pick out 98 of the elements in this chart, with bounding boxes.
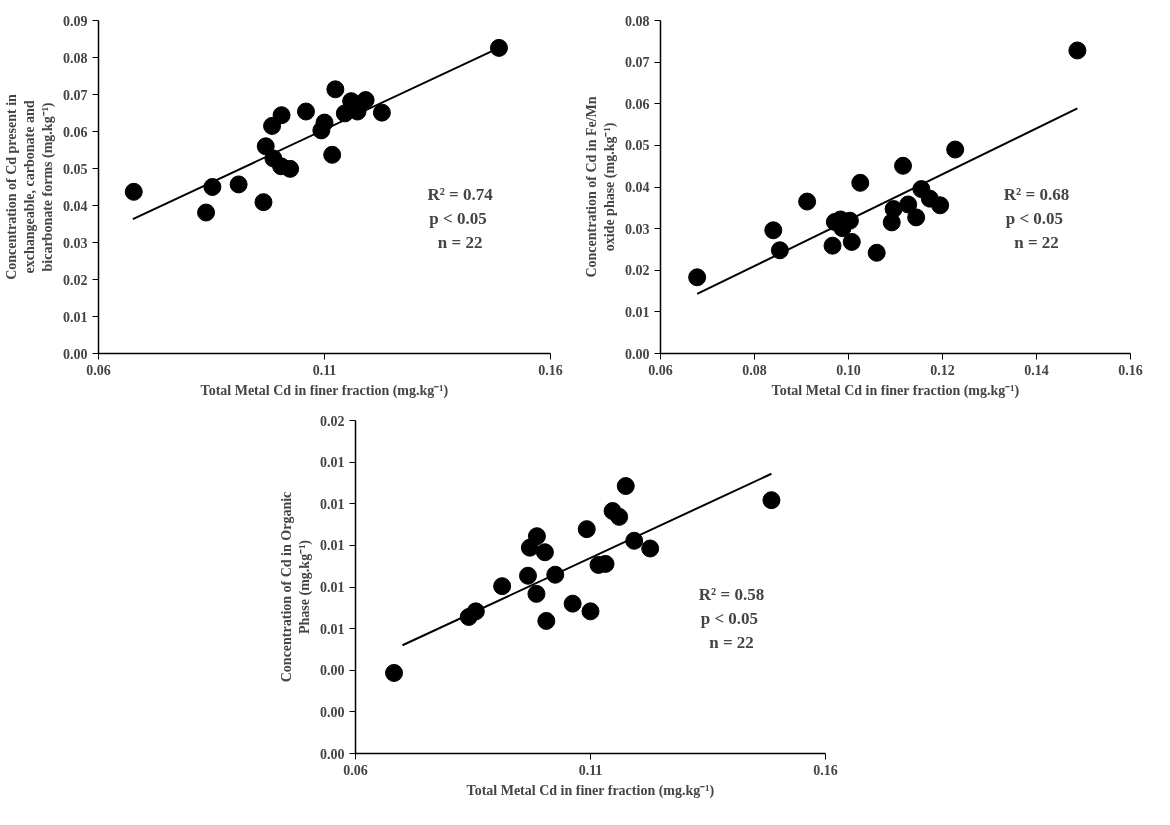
y-tick-label: 0.01 <box>320 455 345 471</box>
point <box>518 566 537 585</box>
point <box>356 91 375 110</box>
point <box>489 38 508 57</box>
y-tick-label: 0.04 <box>63 198 88 214</box>
annotation: p < 0.05 <box>429 208 487 228</box>
annotation: p < 0.05 <box>700 608 759 628</box>
point <box>385 663 404 682</box>
point <box>254 193 273 212</box>
point <box>281 159 300 178</box>
annotation: p < 0.05 <box>1005 208 1064 228</box>
point <box>581 602 600 621</box>
x-tick-label: 0.16 <box>813 762 838 778</box>
y-tick-label: 0.01 <box>320 538 345 554</box>
annotation: n = 22 <box>437 232 483 252</box>
point <box>527 527 546 546</box>
annotation: R² = 0.58 <box>698 584 765 604</box>
point <box>762 491 781 510</box>
point <box>688 268 707 287</box>
point <box>272 106 291 125</box>
point <box>1068 41 1087 60</box>
x-tick-label: 0.14 <box>1024 362 1049 378</box>
y-tick-label: 0.01 <box>320 496 345 512</box>
x-tick-label: 0.06 <box>648 362 673 378</box>
point <box>946 140 965 159</box>
y-tick-label: 0.02 <box>625 263 650 279</box>
y-tick-label: 0.05 <box>63 161 88 177</box>
x-axis-title: Total Metal Cd in finer fraction (mg.kg⁻¹) <box>200 382 449 399</box>
x-tick-label: 0.06 <box>343 762 368 778</box>
y-tick-label: 0.02 <box>63 272 88 288</box>
x-tick-label: 0.06 <box>86 362 111 378</box>
point <box>823 236 842 255</box>
y-tick-label: 0.04 <box>625 180 650 195</box>
y-tick-label: 0.09 <box>63 13 88 29</box>
point <box>535 543 554 562</box>
annotation: R² = 0.74 <box>427 184 494 204</box>
y-tick-label: 0.00 <box>625 346 650 362</box>
y-tick-label: 0.06 <box>63 124 88 140</box>
y-tick-label: 0.08 <box>625 13 650 29</box>
y-tick-label: 0.01 <box>63 309 88 325</box>
point <box>894 156 913 175</box>
y-tick-label: 0.01 <box>625 304 650 320</box>
y-tick-label: 0.05 <box>625 138 650 154</box>
x-axis-title: Total Metal Cd in finer fraction (mg.kg⁻¹) <box>466 782 715 799</box>
y-axis-title: Concentration of Cd present in exchangeable, carbonate and bicarbonate forms (mg.kg⁻¹) <box>4 93 56 280</box>
point <box>229 175 248 194</box>
point <box>296 102 315 121</box>
point <box>616 477 635 496</box>
y-axis-title: Concentration of Cd in Fe/Mn oxide phase (mg.kg⁻¹) <box>584 96 618 278</box>
point <box>326 80 345 99</box>
x-axis-title: Total Metal Cd in finer fraction (mg.kg⁻¹) <box>771 382 1020 399</box>
y-tick-label: 0.07 <box>63 87 88 103</box>
point <box>798 192 817 211</box>
point <box>851 173 870 192</box>
point <box>203 178 222 196</box>
point <box>842 232 861 251</box>
y-tick-label: 0.00 <box>320 704 345 720</box>
point <box>577 520 596 539</box>
y-tick-label: 0.02 <box>320 413 345 429</box>
y-tick-label: 0.00 <box>320 663 345 679</box>
point <box>931 196 950 215</box>
x-tick-label: 0.11 <box>578 762 603 778</box>
annotation: R² = 0.68 <box>1003 184 1070 204</box>
x-tick-label: 0.11 <box>312 362 337 378</box>
point <box>610 507 629 526</box>
point <box>641 539 660 558</box>
point <box>256 137 275 156</box>
x-tick-label: 0.08 <box>742 362 767 378</box>
annotation: n = 22 <box>1014 232 1059 252</box>
x-tick-label: 0.12 <box>930 362 955 378</box>
point <box>315 113 334 132</box>
point <box>124 182 143 201</box>
y-tick-label: 0.03 <box>63 235 88 251</box>
point <box>764 221 783 240</box>
y-tick-label: 0.00 <box>320 746 345 762</box>
point <box>197 203 216 222</box>
y-axis-title: Concentration of Cd in Organic Phase (mg.kg⁻¹) <box>279 491 313 683</box>
point <box>884 200 903 219</box>
point <box>899 195 918 214</box>
y-tick-label: 0.01 <box>320 621 345 637</box>
y-tick-label: 0.06 <box>625 96 650 112</box>
y-tick-label: 0.07 <box>625 55 650 71</box>
point <box>537 611 556 630</box>
point <box>907 208 926 227</box>
y-tick-label: 0.01 <box>320 580 345 595</box>
x-tick-label: 0.10 <box>836 362 861 378</box>
x-tick-label: 0.16 <box>538 362 563 378</box>
x-tick-label: 0.16 <box>1118 362 1143 378</box>
point <box>493 577 512 596</box>
y-tick-label: 0.00 <box>63 346 88 362</box>
point <box>372 103 391 122</box>
point <box>323 145 342 164</box>
point <box>867 243 886 262</box>
y-tick-label: 0.08 <box>63 50 88 66</box>
point <box>527 584 546 603</box>
y-tick-label: 0.03 <box>625 221 650 237</box>
point <box>563 594 582 613</box>
annotation: n = 22 <box>709 632 754 652</box>
